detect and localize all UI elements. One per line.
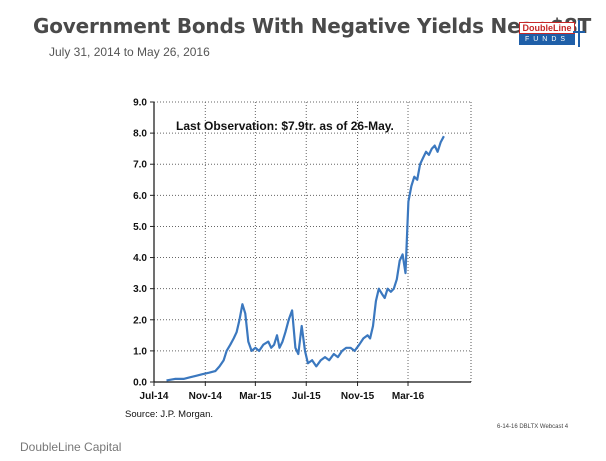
x-tick-label: Nov-14 bbox=[189, 391, 223, 402]
x-tick-label: Mar-15 bbox=[239, 391, 272, 402]
logo-top-text: DoubleLine bbox=[519, 22, 575, 34]
chart-axes bbox=[153, 102, 471, 383]
y-tick-label: 4.0 bbox=[133, 253, 147, 264]
y-tick-label: 1.0 bbox=[133, 346, 147, 357]
series-line bbox=[166, 135, 445, 382]
last-observation-annotation: Last Observation: $7.9tr. as of 26-May. bbox=[176, 119, 394, 133]
y-tick-label: 0.0 bbox=[133, 378, 147, 389]
logo-cross-icon bbox=[573, 20, 585, 47]
x-tick-label: Jul-15 bbox=[292, 391, 321, 402]
y-tick-label: 7.0 bbox=[133, 160, 147, 171]
x-tick-label: Nov-15 bbox=[341, 391, 375, 402]
chart-source: Source: J.P. Morgan. bbox=[125, 409, 213, 420]
y-tick-label: 2.0 bbox=[133, 315, 147, 326]
y-tick-label: 5.0 bbox=[133, 222, 147, 233]
slide-title: Government Bonds With Negative Yields Ne… bbox=[33, 14, 592, 38]
y-tick-label: 8.0 bbox=[133, 129, 147, 140]
chart-grid bbox=[154, 101, 472, 382]
footer-webcast: 6-14-16 DBLTX Webcast 4 bbox=[497, 424, 569, 430]
slide-subtitle: July 31, 2014 to May 26, 2016 bbox=[49, 45, 210, 59]
y-tick-label: 3.0 bbox=[133, 284, 147, 295]
y-tick-label: 9.0 bbox=[133, 98, 147, 109]
x-axis-ticks: Jul-14 Nov-14 Mar-15 Jul-15 Nov-15 Mar-16 bbox=[140, 382, 425, 402]
x-tick-label: Mar-16 bbox=[392, 391, 425, 402]
logo-bottom-text: FUNDS bbox=[519, 34, 575, 45]
y-axis-ticks: 0.0 1.0 2.0 3.0 4.0 5.0 6.0 7.0 8.0 9.0 bbox=[133, 98, 154, 389]
y-tick-label: 6.0 bbox=[133, 191, 147, 202]
doubleline-logo: DoubleLine FUNDS bbox=[519, 20, 585, 47]
footer-company: DoubleLine Capital bbox=[20, 440, 122, 454]
x-tick-label: Jul-14 bbox=[140, 391, 169, 402]
